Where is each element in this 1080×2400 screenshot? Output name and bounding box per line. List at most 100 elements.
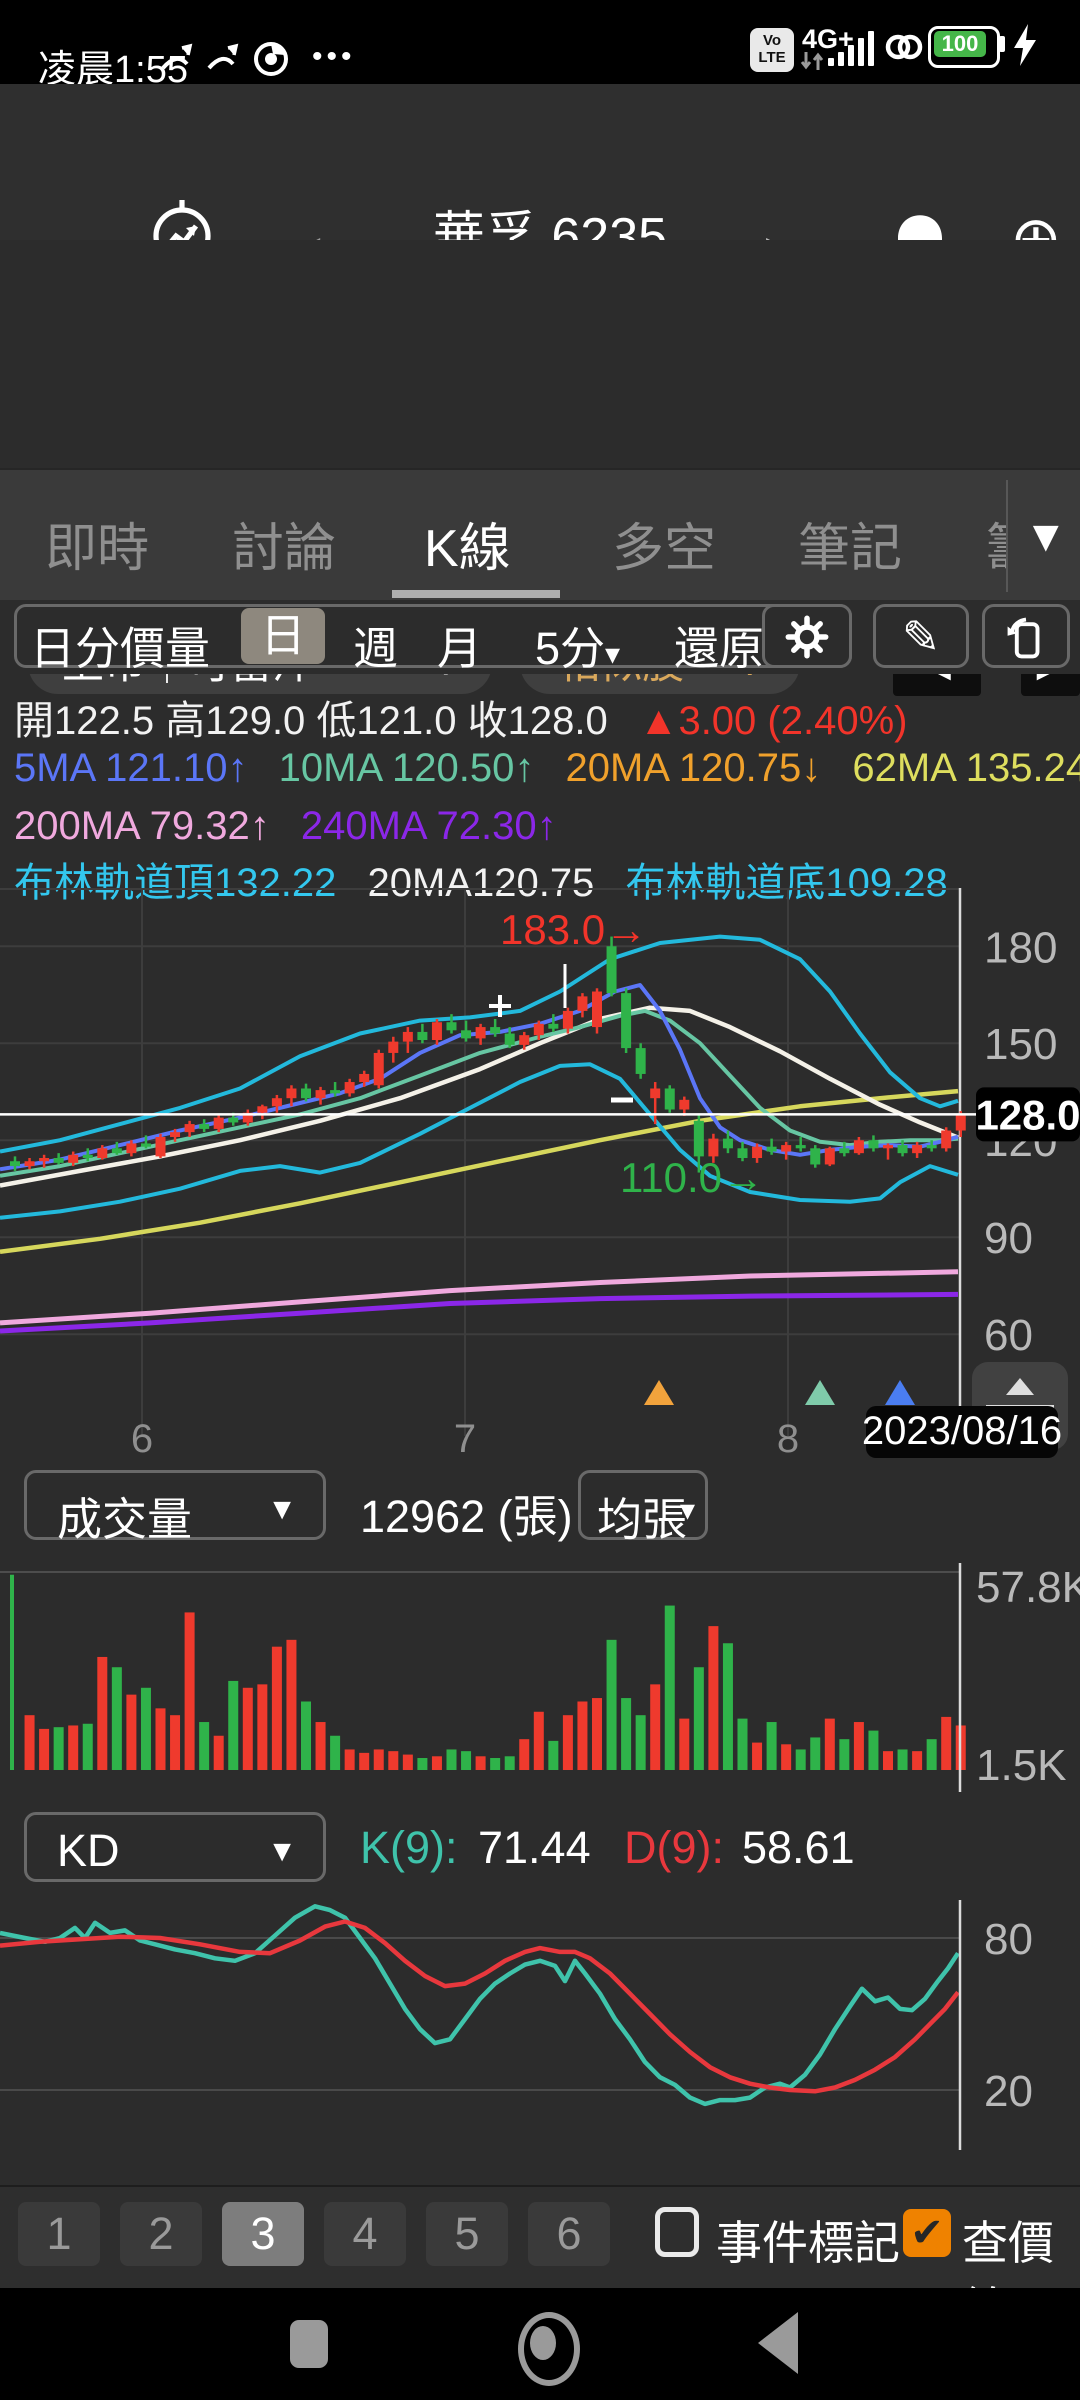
kd-chart-canvas[interactable]: 80 20: [0, 1895, 1080, 2185]
caret-down-icon: ▾: [679, 1494, 695, 1527]
page-button-2[interactable]: 2: [120, 2202, 202, 2266]
period-month[interactable]: 月: [437, 623, 483, 674]
k-label: K(9):: [360, 1822, 458, 1873]
quote-panel: 128.0 ▲3.0 (2.40%) 08/16 (三) 13:30 單量 70…: [0, 240, 1080, 696]
boll-mid-legend: 20MA120.75: [367, 861, 595, 905]
page-button-5[interactable]: 5: [426, 2202, 508, 2266]
tab-notes[interactable]: 筆記: [798, 520, 903, 578]
caret-down-icon: ▼: [267, 1835, 297, 1868]
recents-button[interactable]: [290, 2320, 328, 2368]
svg-text:6: 6: [131, 1417, 153, 1460]
tab-bar: 即時 討論 K線 多空 筆記 籌 ▼: [0, 468, 1080, 602]
avg-lots-button[interactable]: 均張 ▾: [578, 1470, 708, 1545]
ma10-legend: 10MA 120.50↑: [278, 746, 535, 790]
indicator2-dropdown[interactable]: KD ▼: [24, 1812, 326, 1882]
restore-button[interactable]: 還原: [674, 623, 765, 674]
ma-legend-row1: 5MA 121.10↑ 10MA 120.50↑ 20MA 120.75↓ 62…: [14, 746, 1080, 791]
period-week[interactable]: 週: [353, 623, 399, 674]
ma20-legend: 20MA 120.75↓: [565, 746, 822, 790]
volume-chart-canvas[interactable]: 57.8K 1.5K: [0, 1560, 1080, 1795]
tab-overflow-button[interactable]: ▼: [1024, 512, 1068, 561]
kd-layers: 80 20: [0, 1900, 1033, 2150]
ma200-legend: 200MA 79.32↑: [14, 804, 270, 848]
ohlc-change: ▲3.00 (2.40%): [638, 699, 908, 743]
svg-text:1.5K: 1.5K: [976, 1741, 1067, 1790]
draw-button[interactable]: ✎: [873, 604, 969, 668]
d-value: 58.61: [742, 1822, 855, 1873]
tab-kline[interactable]: K線: [424, 520, 511, 578]
ma5-legend: 5MA 121.10↑: [14, 746, 248, 790]
svg-text:128.0: 128.0: [975, 1091, 1080, 1138]
svg-text:80: 80: [984, 1915, 1033, 1964]
home-button-dot: [530, 2326, 556, 2360]
indicator2-selected: KD: [57, 1825, 120, 1876]
page-button-6[interactable]: 6: [528, 2202, 610, 2266]
sync-loop-icon: [885, 34, 923, 60]
period-minute-dropdown[interactable]: 5分▾: [535, 623, 621, 674]
svg-text:20: 20: [984, 2067, 1033, 2116]
rotate-screen-button[interactable]: [982, 604, 1070, 668]
active-tab-underline: [392, 590, 560, 598]
tab-longshort[interactable]: 多空: [612, 520, 717, 578]
price-check-line-label: 128.0: [975, 1087, 1080, 1142]
price-check-checkbox[interactable]: ✔: [903, 2209, 951, 2257]
browser-icon: [254, 42, 288, 76]
ohlc-legend: 開122.5 高129.0 低121.0 收128.0 ▲3.00 (2.40%…: [14, 688, 927, 746]
tab-realtime[interactable]: 即時: [45, 520, 150, 578]
network-type-label: 4G+: [802, 24, 854, 54]
ma240-legend: 240MA 72.30↑: [300, 804, 557, 848]
kd-series-D: [0, 1919, 960, 2094]
chart-toolbar: 日分價量 日 週 月 5分▾ 還原 ✎: [0, 600, 1080, 674]
battery-nub: [999, 36, 1005, 52]
tab-chips[interactable]: 籌: [986, 506, 1006, 581]
ma-legend-row2: 200MA 79.32↑ 240MA 72.30↑: [14, 804, 577, 849]
kd-series-K: [0, 1904, 960, 2107]
page-button-1[interactable]: 1: [18, 2202, 100, 2266]
ohlc-values: 開122.5 高129.0 低121.0 收128.0: [14, 699, 608, 743]
battery-level: 100: [934, 31, 986, 57]
settings-button[interactable]: [762, 604, 852, 668]
period-day-selected[interactable]: 日: [241, 608, 325, 664]
overlay-boll_upper: [0, 934, 959, 1154]
mode-day-volume[interactable]: 日分價量: [30, 623, 211, 674]
page-button-4[interactable]: 4: [324, 2202, 406, 2266]
rotate-phone-icon: [1007, 617, 1040, 659]
indicator1-dropdown[interactable]: 成交量 ▼: [24, 1470, 326, 1545]
gear-icon: [785, 615, 829, 659]
avg-lots-label: 均張: [597, 1494, 688, 1545]
signal-bars-icon: [828, 31, 874, 66]
svg-text:57.8K: 57.8K: [976, 1563, 1080, 1612]
check-icon: ✔: [910, 2211, 944, 2255]
boll-top-legend: 布林軌道頂132.22: [14, 861, 337, 905]
status-bar: 凌晨1:55 ••• Vo LTE 4G+ 100: [0, 0, 1080, 91]
overlay-ma62: [0, 1088, 959, 1255]
shuffle-icon: [161, 43, 193, 70]
overlay-ma200: [0, 1269, 959, 1326]
tab-discussion[interactable]: 討論: [232, 520, 337, 578]
back-nav-button[interactable]: [758, 2312, 798, 2374]
event-mark-checkbox[interactable]: [655, 2207, 699, 2257]
d-label: D(9):: [624, 1822, 724, 1873]
battery-icon: [928, 26, 1000, 68]
boll-bottom-legend: 布林軌道底109.28: [625, 861, 948, 905]
svg-text:8: 8: [777, 1417, 799, 1460]
header: ← ◀ 華孚 6235 電子中游-NB與手機零組件 ▶ ⊕: [0, 84, 1080, 307]
volte-icon: Vo LTE: [750, 28, 794, 72]
volume-layers: 57.8K 1.5K: [0, 1563, 1080, 1792]
svg-text:150: 150: [984, 1020, 1057, 1069]
page-button-3[interactable]: 3: [222, 2202, 304, 2266]
caret-down-icon: ▼: [267, 1493, 297, 1526]
svg-text:110.0→: 110.0→: [620, 1154, 764, 1201]
svg-text:2023/08/16: 2023/08/16: [862, 1409, 1062, 1453]
footer-bar: 1 2 3 4 5 6 事件標記 ✔ 查價線: [0, 2185, 1080, 2335]
date-cursor-label: 2023/08/16: [862, 1406, 1062, 1458]
divider: [1006, 480, 1008, 592]
svg-text:183.0→: 183.0→: [500, 906, 647, 953]
caret-down-icon: ▾: [605, 638, 621, 671]
home-button[interactable]: [518, 2312, 580, 2386]
svg-text:60: 60: [984, 1311, 1033, 1360]
k-value: 71.44: [478, 1822, 591, 1873]
